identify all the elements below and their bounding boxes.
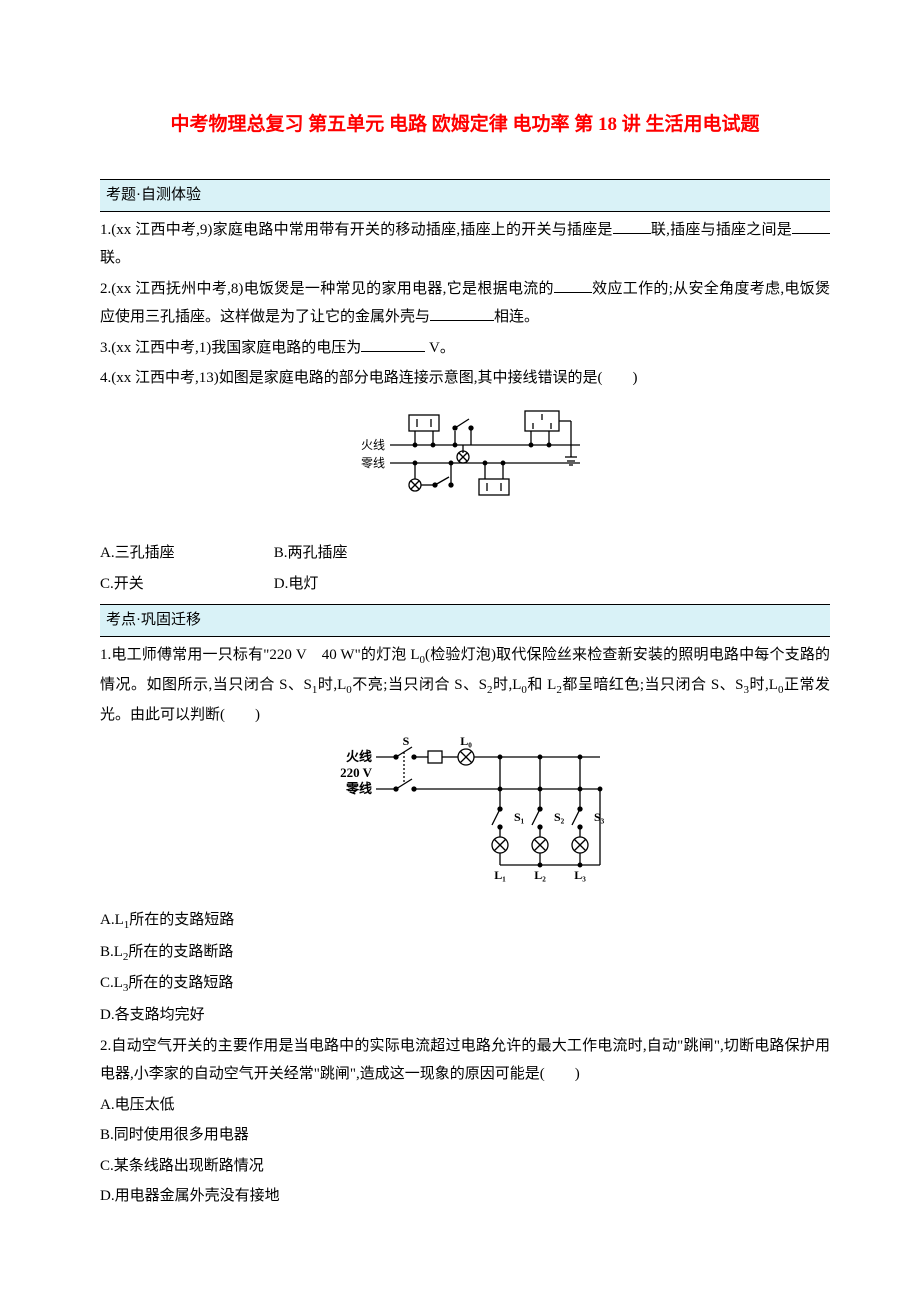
s1q2-text-a: 2.(xx 江西抚州中考,8)电饭煲是一种常见的家用电器,它是根据电流的: [100, 281, 554, 297]
s1q1-text-a: 1.(xx 江西中考,9)家庭电路中常用带有开关的移动插座,插座上的开关与插座是: [100, 222, 613, 238]
s2q2-optC: C.某条线路出现断路情况: [100, 1152, 830, 1181]
svg-text:220 V: 220 V: [340, 765, 373, 780]
svg-text:L₂: L₂: [534, 868, 546, 882]
svg-text:L₁: L₁: [494, 868, 506, 882]
svg-text:L₀: L₀: [460, 737, 472, 748]
section-header-2: 考点·巩固迁移: [100, 604, 830, 637]
s2q1-optA: A.L1所在的支路短路: [100, 906, 830, 936]
blank: [792, 218, 830, 234]
s2q1-stem: 1.电工师傅常用一只标有"220 V 40 W"的灯泡 L0(检验灯泡)取代保险…: [100, 641, 830, 729]
s1q4-optD: D.电灯: [274, 570, 444, 599]
circuit-diagram-2: 火线 220 V 零线 S L₀: [310, 737, 620, 887]
circuit-diagram-1: 火线 零线: [335, 401, 595, 521]
s2q2-stem: 2.自动空气开关的主要作用是当电路中的实际电流超过电路允许的最大工作电流时,自动…: [100, 1032, 830, 1089]
blank: [430, 305, 494, 321]
svg-text:L₃: L₃: [574, 868, 586, 882]
s2q2-optD: D.用电器金属外壳没有接地: [100, 1182, 830, 1211]
s1q4-diagram: 火线 零线: [100, 401, 830, 532]
s1q3-text-a: 3.(xx 江西中考,1)我国家庭电路的电压为: [100, 340, 361, 356]
s1q3: 3.(xx 江西中考,1)我国家庭电路的电压为 V。: [100, 334, 830, 363]
s1q2: 2.(xx 江西抚州中考,8)电饭煲是一种常见的家用电器,它是根据电流的效应工作…: [100, 275, 830, 332]
svg-text:S₁: S₁: [514, 810, 525, 824]
s2q1-optC: C.L3所在的支路短路: [100, 969, 830, 999]
svg-text:S₂: S₂: [554, 810, 565, 824]
document-page: 中考物理总复习 第五单元 电路 欧姆定律 电功率 第 18 讲 生活用电试题 考…: [0, 0, 920, 1273]
blank: [613, 218, 651, 234]
s1q4-options-row1: A.三孔插座 B.两孔插座: [100, 539, 830, 568]
document-title: 中考物理总复习 第五单元 电路 欧姆定律 电功率 第 18 讲 生活用电试题: [100, 100, 830, 149]
s2q1-diagram: 火线 220 V 零线 S L₀: [100, 737, 830, 898]
s1q4-optC: C.开关: [100, 570, 270, 599]
blank: [361, 336, 425, 352]
s2q2-optA: A.电压太低: [100, 1091, 830, 1120]
svg-text:火线: 火线: [361, 438, 385, 452]
s1q4-options-row2: C.开关 D.电灯: [100, 570, 830, 599]
s1q3-text-b: V。: [425, 340, 455, 356]
s2q2-options: A.电压太低 B.同时使用很多用电器 C.某条线路出现断路情况 D.用电器金属外…: [100, 1091, 830, 1211]
s2q1-optD: D.各支路均完好: [100, 1001, 830, 1030]
svg-text:S: S: [403, 737, 410, 748]
svg-text:S₃: S₃: [594, 810, 605, 824]
s1q1-text-b: 联,插座与插座之间是: [651, 222, 792, 238]
svg-text:零线: 零线: [361, 456, 385, 470]
s1q4-stem: 4.(xx 江西中考,13)如图是家庭电路的部分电路连接示意图,其中接线错误的是…: [100, 364, 830, 393]
s1q4-optA: A.三孔插座: [100, 539, 270, 568]
s1q1-text-c: 联。: [100, 250, 130, 266]
s2q1-optB: B.L2所在的支路断路: [100, 938, 830, 968]
s2q2-optB: B.同时使用很多用电器: [100, 1121, 830, 1150]
section-header-1: 考题·自测体验: [100, 179, 830, 212]
s1q1: 1.(xx 江西中考,9)家庭电路中常用带有开关的移动插座,插座上的开关与插座是…: [100, 216, 830, 273]
svg-text:火线: 火线: [346, 749, 372, 764]
s1q2-text-c: 相连。: [494, 309, 539, 325]
svg-text:零线: 零线: [345, 781, 372, 796]
blank: [554, 277, 592, 293]
s1q4-optB: B.两孔插座: [274, 539, 444, 568]
s2q1-options: A.L1所在的支路短路 B.L2所在的支路断路 C.L3所在的支路短路 D.各支…: [100, 906, 830, 1030]
